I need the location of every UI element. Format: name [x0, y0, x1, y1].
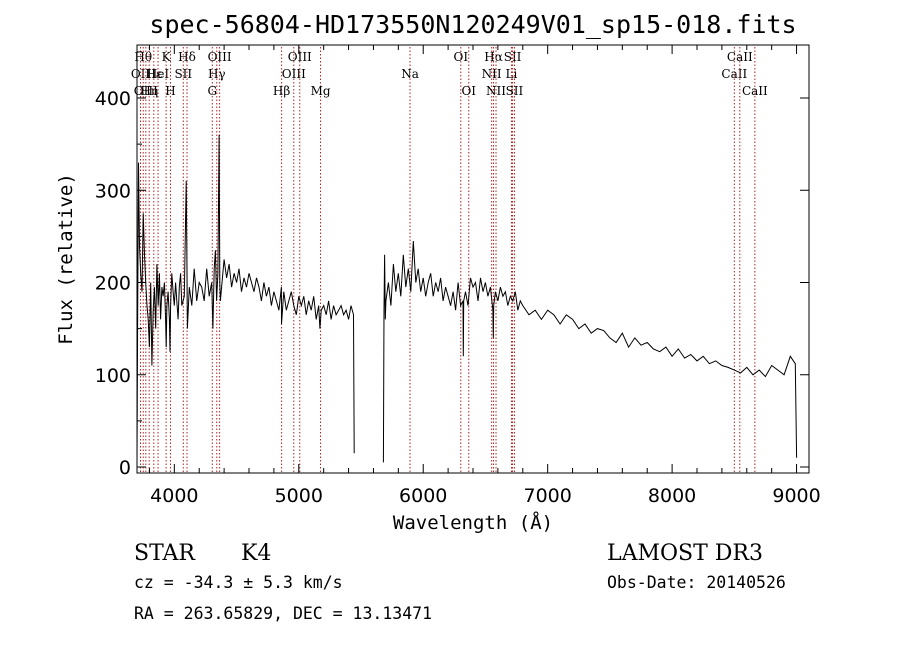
- line-label: OIII: [288, 50, 312, 64]
- x-tick-label: 6000: [399, 485, 447, 507]
- y-axis-label: Flux (relative): [55, 173, 77, 345]
- object-subclass: K4: [241, 541, 271, 566]
- coordinates-text: RA = 263.65829, DEC = 13.13471: [134, 604, 432, 623]
- line-label: CaII: [721, 67, 747, 81]
- line-label: Hα: [484, 50, 503, 64]
- y-tick-label: 100: [95, 365, 131, 387]
- line-label: Na: [401, 67, 419, 81]
- obs-date-text: Obs-Date: 20140526: [607, 573, 786, 592]
- line-label: Hβ: [273, 84, 290, 98]
- line-label: Hγ: [208, 67, 226, 81]
- line-label: Hε: [145, 67, 162, 81]
- x-tick-label: 5000: [275, 485, 323, 507]
- y-axis-ticks: 0 100 200 300 400: [95, 51, 809, 479]
- line-label: Hδ: [178, 50, 196, 64]
- y-tick-label: 200: [95, 273, 131, 295]
- line-label: NII: [482, 67, 502, 81]
- line-label: OI: [461, 84, 476, 98]
- line-label: OIII: [208, 50, 232, 64]
- x-tick-label: 8000: [648, 485, 696, 507]
- line-label: SII: [504, 50, 522, 64]
- line-label: SII: [174, 67, 192, 81]
- line-label: CaII: [742, 84, 768, 98]
- x-tick-label: 7000: [523, 485, 571, 507]
- x-tick-label: 4000: [150, 485, 198, 507]
- plot-frame: [136, 44, 810, 474]
- line-label: OIII: [134, 84, 158, 98]
- spectrum-curves: [136, 134, 798, 463]
- object-class: STAR: [134, 541, 196, 566]
- spectral-line-markers: OIIHθOIIIHηHεHeIKHSIIHδGHγOIIIHβOIIIOIII…: [131, 47, 768, 472]
- line-label: NII: [486, 84, 506, 98]
- y-tick-label: 300: [95, 180, 131, 202]
- survey-name: LAMOST DR3: [607, 541, 763, 566]
- spectrum-series-spectrum: [136, 134, 355, 463]
- line-label: G: [207, 84, 217, 98]
- line-label: OI: [454, 50, 469, 64]
- line-label: Li: [506, 67, 518, 81]
- line-label: HeI: [147, 67, 170, 81]
- line-label: Hθ: [134, 50, 152, 64]
- x-tick-label: 9000: [772, 485, 820, 507]
- line-label: Mg: [311, 84, 331, 98]
- line-label: CaII: [727, 50, 753, 64]
- redshift-text: cz = -34.3 ± 5.3 km/s: [134, 573, 343, 592]
- y-tick-label: 400: [95, 88, 131, 110]
- line-label: OIII: [282, 67, 306, 81]
- x-axis-ticks: 4000 5000 6000 7000 8000 9000: [148, 45, 821, 507]
- x-axis-label: Wavelength (Å): [393, 511, 553, 534]
- line-label: SII: [506, 84, 524, 98]
- y-tick-label: 0: [119, 457, 131, 479]
- line-label: H: [165, 84, 175, 98]
- line-label: OII: [131, 67, 151, 81]
- spectrum-series-spectrum-red: [382, 240, 798, 463]
- line-label: Hη: [140, 84, 158, 98]
- line-label: K: [162, 50, 172, 64]
- chart-title: spec-56804-HD173550N120249V01_sp15-018.f…: [149, 10, 796, 39]
